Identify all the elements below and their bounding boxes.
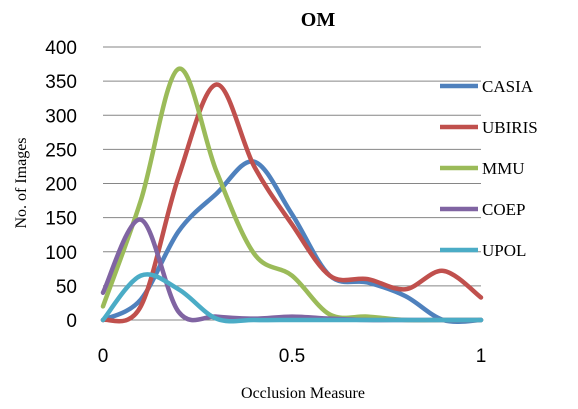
y-tick-label: 150 bbox=[45, 209, 77, 230]
y-tick-label: 100 bbox=[45, 243, 77, 264]
y-tick-label: 50 bbox=[56, 277, 77, 298]
y-tick-label: 200 bbox=[45, 175, 77, 196]
legend-label: UBIRIS bbox=[482, 118, 538, 137]
legend: CASIA UBIRIS MMU COEP UPOL bbox=[440, 77, 538, 260]
x-tick-labels: 0 0.5 1 bbox=[98, 346, 487, 367]
y-tick-label: 0 bbox=[66, 311, 77, 332]
legend-label: COEP bbox=[482, 200, 525, 219]
series-line-casia bbox=[100, 159, 484, 324]
y-tick-label: 300 bbox=[45, 106, 77, 127]
x-tick-label: 0 bbox=[98, 346, 109, 367]
y-tick-labels: 0 50 100 150 200 250 300 350 400 bbox=[45, 38, 77, 332]
x-axis-label: Occlusion Measure bbox=[241, 385, 365, 402]
y-tick-label: 350 bbox=[45, 72, 77, 93]
legend-label: MMU bbox=[482, 159, 525, 178]
series-group bbox=[100, 66, 484, 324]
x-tick-label: 1 bbox=[476, 346, 487, 367]
legend-label: CASIA bbox=[482, 77, 534, 96]
legend-label: UPOL bbox=[482, 241, 526, 260]
x-tick-label: 0.5 bbox=[279, 346, 305, 367]
y-tick-label: 400 bbox=[45, 38, 77, 59]
series-line-upol bbox=[100, 272, 484, 324]
chart-title: OM bbox=[301, 9, 336, 31]
series-line-ubiris bbox=[100, 82, 484, 324]
y-tick-label: 250 bbox=[45, 140, 77, 161]
series-line-mmu bbox=[100, 66, 484, 323]
y-axis-label: No. of Images bbox=[13, 137, 30, 228]
